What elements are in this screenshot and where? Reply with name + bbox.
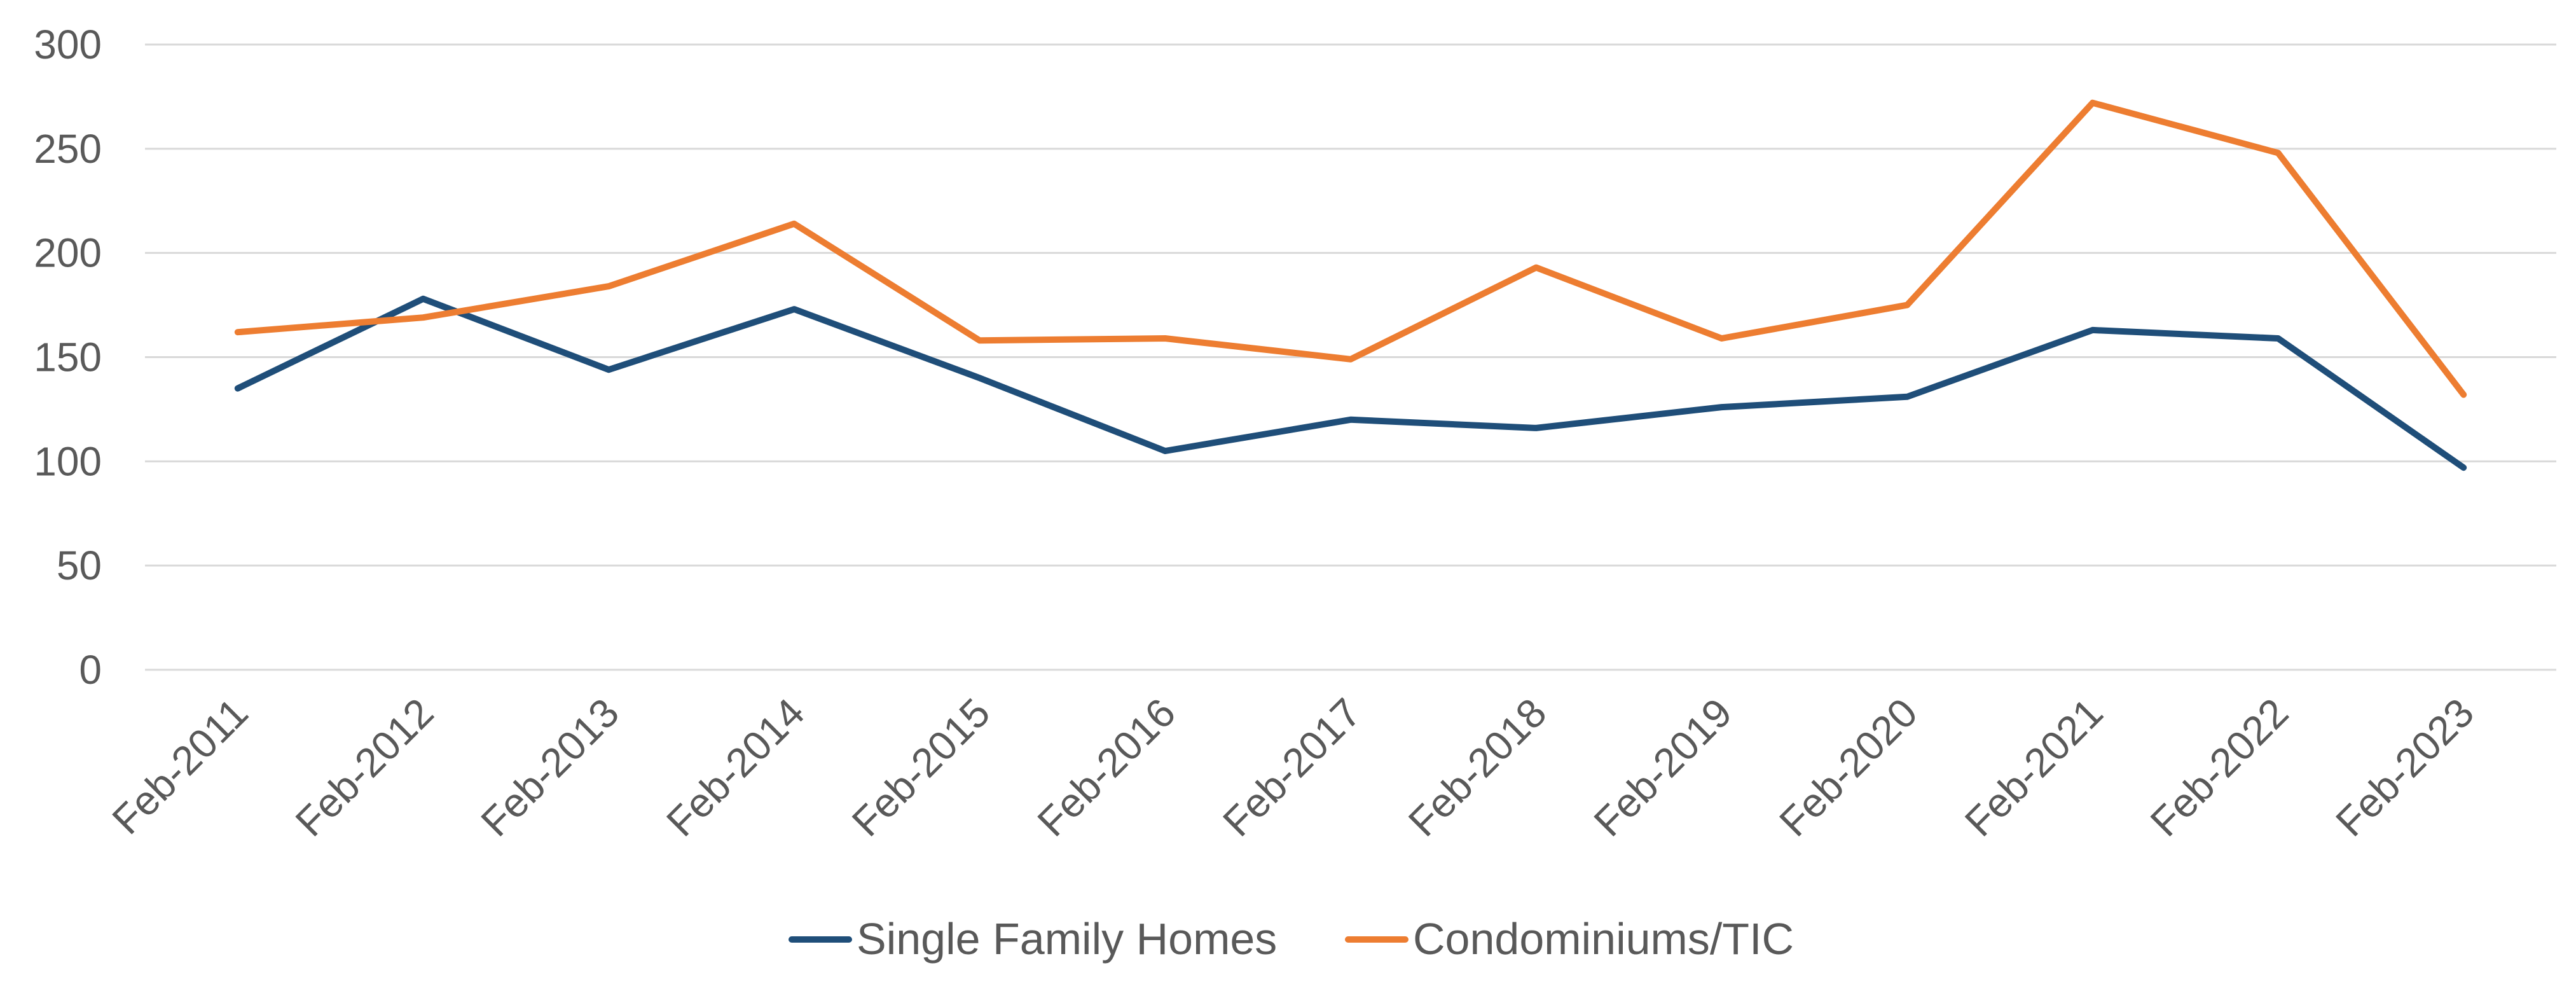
y-tick-label: 50 xyxy=(57,543,102,588)
y-tick-label: 150 xyxy=(34,335,102,380)
x-tick-label: Feb-2019 xyxy=(1585,690,1741,845)
x-tick-label: Feb-2020 xyxy=(1770,690,1926,845)
legend: Single Family Homes Condominiums/TIC xyxy=(789,914,1794,964)
series-line-condominiums-tic xyxy=(234,99,2467,398)
x-tick-label: Feb-2017 xyxy=(1214,690,1370,845)
x-tick-label: Feb-2016 xyxy=(1029,690,1185,845)
series-lines xyxy=(234,99,2467,471)
x-tick-label: Feb-2022 xyxy=(2142,690,2297,845)
x-tick-label: Feb-2014 xyxy=(658,690,813,845)
x-tick-label: Feb-2018 xyxy=(1400,690,1555,845)
legend-label-condominiums: Condominiums/TIC xyxy=(1413,914,1794,964)
y-tick-label: 300 xyxy=(34,22,102,67)
y-tick-label: 200 xyxy=(34,230,102,276)
x-tick-label: Feb-2013 xyxy=(472,690,628,845)
x-tick-label: Feb-2015 xyxy=(843,690,999,845)
x-tick-label: Feb-2021 xyxy=(1956,690,2112,845)
y-tick-label: 250 xyxy=(34,126,102,172)
series-line-single-family-homes xyxy=(234,295,2467,471)
x-tick-label: Feb-2011 xyxy=(103,690,256,843)
y-tick-label: 100 xyxy=(34,438,102,484)
gridlines xyxy=(145,43,2556,671)
x-axis-ticks: Feb-2011 Feb-2012 Feb-2013 Feb-2014 Feb-2015… xyxy=(103,690,2483,845)
x-tick-label: Feb-2023 xyxy=(2327,690,2483,845)
x-tick-label: Feb-2012 xyxy=(287,690,443,845)
legend-label-single-family: Single Family Homes xyxy=(857,914,1277,964)
y-tick-label: 0 xyxy=(79,647,102,693)
y-axis-ticks: 0 50 100 150 200 250 300 xyxy=(34,22,102,693)
